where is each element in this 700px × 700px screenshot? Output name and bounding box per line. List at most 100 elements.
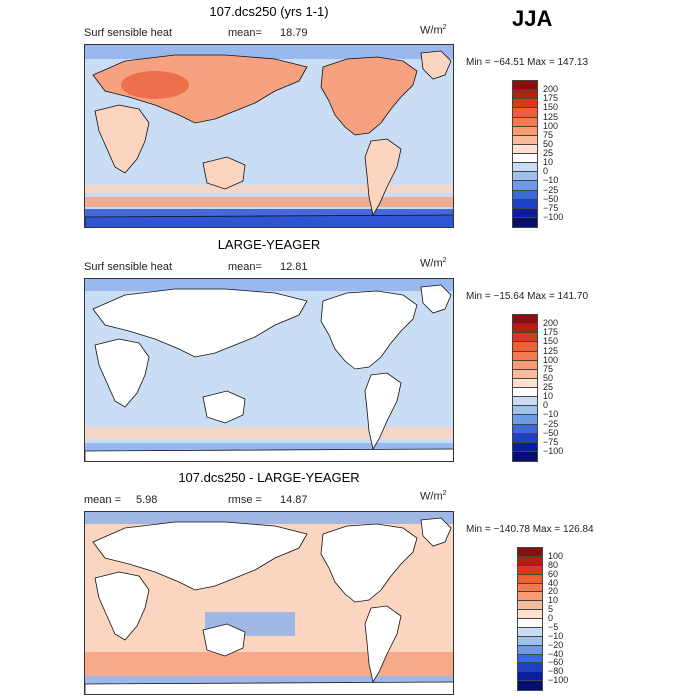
colorbar-swatch — [513, 415, 537, 425]
colorbar-tick-label: 10 — [543, 157, 554, 168]
colorbar-swatch — [518, 610, 542, 619]
continent-outline — [202, 623, 246, 657]
colorbar-swatch — [513, 190, 537, 200]
panel-3-rmse-value: 14.87 — [280, 494, 308, 506]
colorbar-swatch — [518, 619, 542, 628]
colorbar-swatch — [513, 333, 537, 343]
colorbar-tick-label: 75 — [543, 363, 554, 374]
colorbar-tick-label: −100 — [543, 445, 564, 456]
colorbar-tick-label: 10 — [543, 391, 554, 402]
colorbar-swatch — [513, 90, 537, 100]
colorbar-swatch — [518, 601, 542, 611]
colorbar-tick-label: 125 — [543, 345, 559, 356]
colorbar-tick-label: 25 — [543, 382, 554, 392]
continent-outline — [94, 571, 150, 641]
colorbar-swatch — [518, 654, 542, 664]
season-label: JJA — [512, 6, 553, 31]
colorbar-tick-label: 5 — [548, 604, 554, 615]
colorbar-tick-label: −80 — [548, 666, 564, 677]
colorbar-swatch — [513, 378, 537, 388]
colorbar-swatch — [513, 199, 537, 209]
colorbar-swatch — [513, 117, 537, 127]
colorbar-swatch — [513, 81, 537, 91]
colorbar-tick-label: −50 — [543, 427, 559, 438]
colorbar-swatch — [513, 406, 537, 416]
colorbar-swatch — [513, 126, 537, 136]
panel-2-mean-value: 12.81 — [280, 261, 308, 273]
colorbar-tick-label: 0 — [543, 400, 549, 411]
colorbar-tick-label: 0 — [543, 166, 549, 177]
colorbar-tick-label: −10 — [543, 175, 559, 186]
continent-outline — [85, 214, 453, 227]
continent-outline — [420, 517, 452, 547]
colorbar-tick-label: −40 — [548, 648, 564, 659]
colorbar-tick-label: 150 — [543, 102, 559, 113]
colorbar-swatch — [518, 583, 542, 593]
colorbar-swatch — [513, 217, 537, 227]
colorbar-tick-label: −10 — [543, 409, 559, 420]
colorbar-tick-label: 150 — [543, 336, 559, 347]
colorbar-tick-label: 175 — [543, 327, 559, 338]
panel-3-title: 107.dcs250 - LARGE-YEAGER — [178, 470, 360, 485]
colorbar-swatch — [513, 360, 537, 370]
panel-3-mean-label: mean = — [84, 494, 121, 506]
colorbar-tick-label: −100 — [543, 211, 564, 222]
panel-3-units: W/m2 — [420, 490, 447, 503]
panel-1-variable-label: Surf sensible heat — [84, 27, 173, 39]
field-band — [85, 652, 453, 676]
colorbar-swatch — [513, 342, 537, 352]
colorbar-swatch — [513, 154, 537, 164]
colorbar-swatch — [518, 636, 542, 646]
colorbar-tick-label: −10 — [548, 630, 564, 641]
colorbar-tick-label: 25 — [543, 148, 554, 158]
colorbar-tick-label: 200 — [543, 84, 559, 95]
colorbar-tick-label: 50 — [543, 372, 554, 383]
colorbar-tick-label: −25 — [543, 184, 559, 195]
map-svg — [85, 279, 453, 461]
colorbar-tick-label: 100 — [543, 120, 559, 131]
colorbar-tick-label: 100 — [543, 354, 559, 365]
colorbar-tick-label: 80 — [548, 559, 559, 570]
continent-outline — [94, 338, 150, 408]
map-svg — [85, 512, 453, 694]
continent-outline — [320, 56, 418, 136]
panel-2-map — [84, 278, 454, 462]
panel-1-mean-label: mean= — [228, 27, 262, 39]
colorbar-tick-label: −50 — [543, 193, 559, 204]
colorbar-swatch — [513, 433, 537, 443]
colorbar-tick-label: 75 — [543, 129, 554, 140]
colorbar-swatch — [513, 135, 537, 145]
panel-3-rmse-label: rmse = — [228, 494, 262, 506]
map-svg — [85, 45, 453, 227]
continent-outline — [202, 156, 246, 190]
colorbar-swatch — [513, 369, 537, 379]
colorbar-swatch — [518, 627, 542, 637]
panel-3-minmax: Min = −140.78 Max = 126.84 — [466, 524, 594, 535]
panel-2-mean-label: mean= — [228, 261, 262, 273]
colorbar-swatch — [518, 565, 542, 575]
colorbar-tick-label: 40 — [548, 577, 559, 588]
continent-outline — [92, 288, 308, 358]
field-band — [85, 45, 453, 59]
field-band — [85, 197, 453, 207]
continent-outline — [85, 681, 453, 694]
colorbar-tick-label: 50 — [543, 138, 554, 149]
colorbar-swatch — [513, 351, 537, 361]
colorbar-tick-label: −25 — [543, 418, 559, 429]
colorbar-tick-label: 0 — [548, 613, 554, 623]
colorbar-tick-label: 200 — [543, 318, 559, 329]
colorbar-tick-label: −100 — [548, 675, 569, 686]
colorbar-swatch — [513, 324, 537, 334]
continent-outline — [85, 448, 453, 461]
colorbar-tick-label: 20 — [548, 586, 559, 597]
colorbar-swatch — [513, 181, 537, 191]
field-band — [85, 427, 453, 439]
colorbar-swatch — [518, 548, 542, 557]
continent-outline — [364, 138, 402, 217]
colorbar-tick-label: −75 — [543, 202, 559, 213]
colorbar-swatch — [513, 99, 537, 109]
colorbar-swatch — [513, 163, 537, 173]
continent-outline — [94, 104, 150, 174]
colorbar-tick-label: 100 — [548, 550, 564, 561]
colorbar-swatch — [518, 556, 542, 566]
